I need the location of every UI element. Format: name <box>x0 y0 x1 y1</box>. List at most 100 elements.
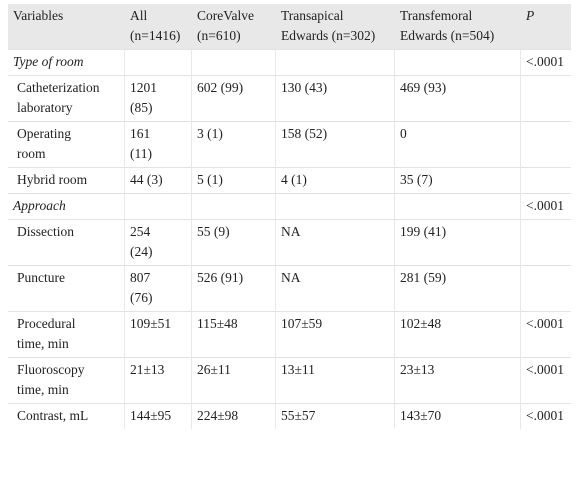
transapical-cell: 13±11 <box>275 357 395 404</box>
transapical-cell: 130 (43) <box>275 75 395 122</box>
cell-line: 1201 <box>130 80 157 95</box>
header-line: Variables <box>13 8 64 23</box>
cell-line: 13±11 <box>281 362 315 377</box>
corevalve-cell: 602 (99) <box>191 75 276 122</box>
header-line: Edwards (n=302) <box>281 28 376 43</box>
corevalve-cell: 224±98 <box>191 403 276 429</box>
cell-line: Operating <box>17 126 71 141</box>
cell-line: 21±13 <box>130 362 165 377</box>
transfemoral-cell <box>394 193 521 220</box>
cell-line: (24) <box>130 244 153 259</box>
all-cell: 161 (11) <box>124 121 192 168</box>
p-value-cell <box>520 219 571 266</box>
cell-line: (85) <box>130 100 153 115</box>
p-value-cell: <.0001 <box>520 311 571 358</box>
transfemoral-cell: 102±48 <box>394 311 521 358</box>
variable-cell: Type of room <box>8 49 125 76</box>
p-value-cell <box>520 121 571 168</box>
variable-cell: Contrast, mL <box>8 403 125 429</box>
cell-line: 224±98 <box>197 408 239 423</box>
all-cell: 254 (24) <box>124 219 192 266</box>
corevalve-cell: 115±48 <box>191 311 276 358</box>
all-cell: 109±51 <box>124 311 192 358</box>
section-row: Approach <.0001 <box>8 193 571 220</box>
cell-line: room <box>17 146 46 161</box>
cell-line: 130 (43) <box>281 80 328 95</box>
cell-line: 526 (91) <box>197 270 244 285</box>
transapical-cell: 55±57 <box>275 403 395 429</box>
p-value-cell <box>520 265 571 312</box>
transfemoral-cell: 0 <box>394 121 521 168</box>
all-cell: 21±13 <box>124 357 192 404</box>
header-row: Variables All (n=1416) CoreValve (n=610)… <box>8 4 571 50</box>
transapical-cell: 4 (1) <box>275 167 395 194</box>
cell-line: 469 (93) <box>400 80 447 95</box>
cell-line: 281 (59) <box>400 270 447 285</box>
table-body: Type of room <.0001 Catheterization laborat… <box>8 49 571 429</box>
cell-line: 143±70 <box>400 408 442 423</box>
cell-line: 3 (1) <box>197 126 223 141</box>
header-transapical: Transapical Edwards (n=302) <box>275 4 395 50</box>
cell-line: 4 (1) <box>281 172 307 187</box>
cell-line: <.0001 <box>526 362 564 377</box>
cell-line: 254 <box>130 224 151 239</box>
table-row: Hybrid room 44 (3) 5 (1) 4 (1) 35 (7) <box>8 167 571 194</box>
variable-cell: Hybrid room <box>8 167 125 194</box>
variable-cell: Procedural time, min <box>8 311 125 358</box>
cell-line: 26±11 <box>197 362 231 377</box>
p-value-cell: <.0001 <box>520 357 571 404</box>
variable-cell: Operating room <box>8 121 125 168</box>
cell-line: 107±59 <box>281 316 323 331</box>
corevalve-cell: 55 (9) <box>191 219 276 266</box>
cell-line: Catheterization <box>17 80 100 95</box>
header-line: (n=1416) <box>130 28 181 43</box>
transapical-cell <box>275 193 395 220</box>
corevalve-cell: 3 (1) <box>191 121 276 168</box>
variable-cell: Puncture <box>8 265 125 312</box>
all-cell: 44 (3) <box>124 167 192 194</box>
all-cell <box>124 193 192 220</box>
variable-cell: Catheterization laboratory <box>8 75 125 122</box>
cell-line: 161 <box>130 126 151 141</box>
all-cell: 807 (76) <box>124 265 192 312</box>
header-line: Transapical <box>281 8 344 23</box>
p-value-cell: <.0001 <box>520 403 571 429</box>
table-row: Operating room 161 (11) 3 (1) 158 (52) 0 <box>8 121 571 168</box>
cell-line: 55±57 <box>281 408 316 423</box>
transfemoral-cell <box>394 49 521 76</box>
cell-line: <.0001 <box>526 54 564 69</box>
cell-line: 102±48 <box>400 316 442 331</box>
transfemoral-cell: 281 (59) <box>394 265 521 312</box>
header-all: All (n=1416) <box>124 4 192 50</box>
header-line: All <box>130 8 148 23</box>
p-value-cell: <.0001 <box>520 193 571 220</box>
header-corevalve: CoreValve (n=610) <box>191 4 276 50</box>
header-line: Edwards (n=504) <box>400 28 495 43</box>
cell-line: (11) <box>130 146 152 161</box>
transapical-cell: 107±59 <box>275 311 395 358</box>
table-row: Dissection 254 (24) 55 (9) NA 199 (41) <box>8 219 571 266</box>
table-row: Puncture 807 (76) 526 (91) NA 281 (59) <box>8 265 571 312</box>
table-row: Fluoroscopy time, min 21±13 26±11 13±11 23±13… <box>8 357 571 404</box>
cell-line: <.0001 <box>526 408 564 423</box>
corevalve-cell: 26±11 <box>191 357 276 404</box>
cell-line: Fluoroscopy <box>17 362 85 377</box>
cell-line: <.0001 <box>526 316 564 331</box>
all-cell <box>124 49 192 76</box>
cell-line: 144±95 <box>130 408 172 423</box>
cell-line: time, min <box>17 336 69 351</box>
corevalve-cell: 526 (91) <box>191 265 276 312</box>
cell-line: NA <box>281 224 301 239</box>
transapical-cell: NA <box>275 265 395 312</box>
header-p-value: P <box>520 4 571 50</box>
cell-line: 109±51 <box>130 316 172 331</box>
transapical-cell: NA <box>275 219 395 266</box>
cell-line: Hybrid room <box>17 172 88 187</box>
header-transfemoral: Transfemoral Edwards (n=504) <box>394 4 521 50</box>
corevalve-cell: 5 (1) <box>191 167 276 194</box>
cell-line: NA <box>281 270 301 285</box>
cell-line: Approach <box>13 198 66 213</box>
cell-line: 158 (52) <box>281 126 328 141</box>
p-value-cell: <.0001 <box>520 49 571 76</box>
variable-cell: Dissection <box>8 219 125 266</box>
